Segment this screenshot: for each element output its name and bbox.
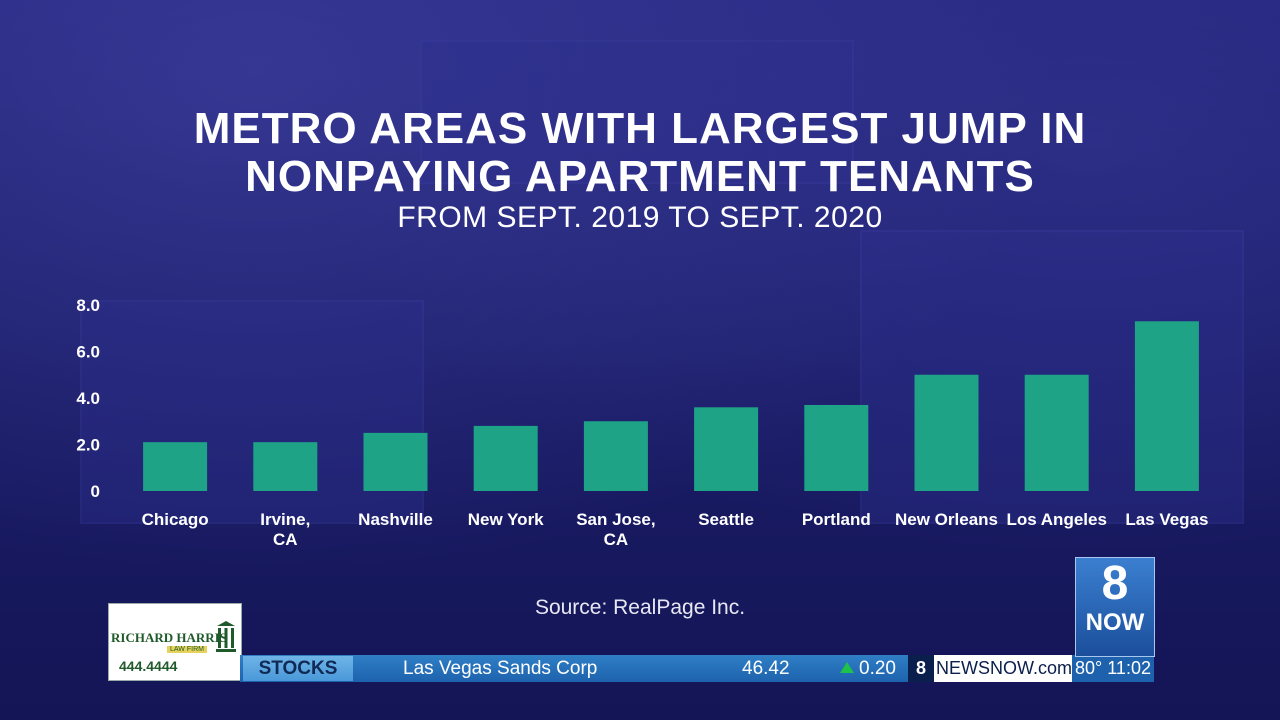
y-tick-label: 6.0	[76, 343, 100, 362]
station-8-icon: 8	[908, 655, 934, 682]
bar	[583, 421, 648, 491]
chart-title: METRO AREAS WITH LARGEST JUMP IN NONPAYI…	[0, 105, 1280, 201]
sponsor-ad[interactable]: RICHARD HARRIS LAW FIRM 444.4444	[108, 603, 242, 681]
weather-time: 80° 11:02	[1072, 655, 1154, 682]
ad-firm-name: RICHARD HARRIS	[111, 630, 227, 645]
y-tick-label: 2.0	[76, 436, 100, 455]
bar	[363, 432, 428, 491]
bar	[473, 425, 538, 491]
bar	[694, 407, 759, 491]
bar	[143, 442, 208, 491]
x-category-label: Portland	[802, 510, 871, 529]
title-line-1: METRO AREAS WITH LARGEST JUMP IN	[193, 104, 1087, 153]
x-category-label: Nashville	[358, 510, 433, 529]
ad-firm-sub: LAW FIRM	[167, 646, 207, 653]
bar	[804, 404, 869, 491]
chart-subtitle: FROM SEPT. 2019 TO SEPT. 2020	[397, 201, 883, 234]
title-line-2: NONPAYING APARTMENT TENANTS	[245, 152, 1035, 201]
ticker-change: 0.20	[859, 658, 896, 679]
x-category-label: Seattle	[698, 510, 754, 529]
ad-phone: 444.4444	[119, 658, 178, 674]
y-tick-label: 4.0	[76, 389, 100, 408]
ticker-price: 46.42	[742, 658, 790, 679]
ticker-section-label: STOCKS	[243, 656, 353, 681]
x-category-label: CA	[604, 530, 629, 549]
source-note: Source: RealPage Inc.	[534, 596, 746, 619]
x-category-label: New Orleans	[895, 510, 998, 529]
y-tick-label: 8.0	[76, 296, 100, 315]
up-arrow-icon	[840, 662, 854, 673]
bar	[1134, 321, 1199, 491]
station-website[interactable]: 8 NEWSNOW.com	[908, 655, 1072, 682]
x-category-label: Los Angeles	[1006, 510, 1106, 529]
x-category-label: New York	[468, 510, 544, 529]
bar	[914, 374, 979, 491]
logo-number: 8	[1101, 557, 1129, 610]
ticker-company: Las Vegas Sands Corp	[403, 658, 598, 679]
house-silhouette	[420, 40, 854, 184]
bar	[1024, 374, 1089, 491]
bar	[253, 442, 318, 491]
x-category-label: Irvine,	[260, 510, 310, 529]
x-category-label: CA	[273, 530, 298, 549]
x-category-label: Chicago	[142, 510, 209, 529]
station-logo: 8 NOW	[1075, 557, 1155, 657]
courthouse-icon	[216, 621, 236, 652]
x-category-label: Las Vegas	[1125, 510, 1208, 529]
y-tick-label: 0	[91, 482, 100, 501]
website-text: NEWSNOW.com	[936, 658, 1073, 678]
logo-label: NOW	[1085, 609, 1145, 636]
x-category-label: San Jose,	[576, 510, 655, 529]
